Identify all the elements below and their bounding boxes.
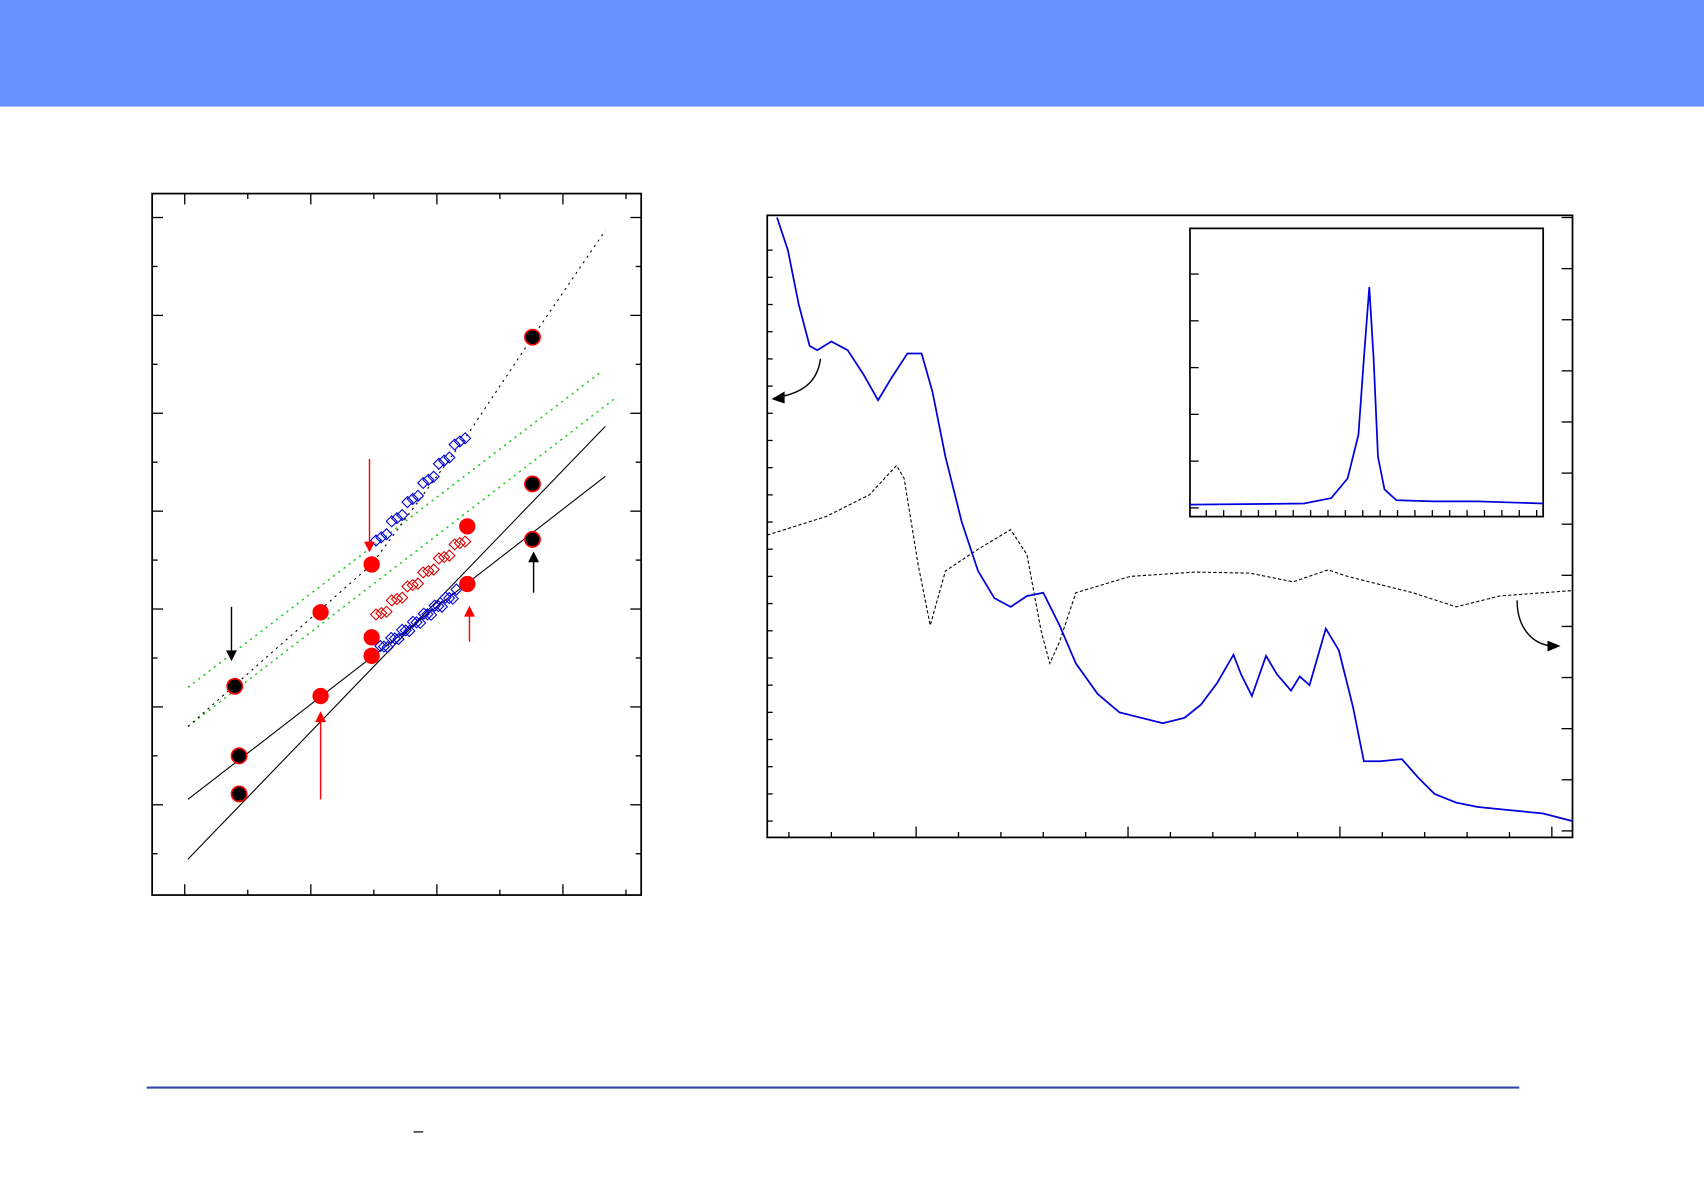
diamond xyxy=(401,580,414,593)
footer-mark: – xyxy=(414,1120,424,1140)
diamond xyxy=(448,538,461,551)
diamond xyxy=(435,600,449,613)
diamond xyxy=(374,639,387,653)
diamond xyxy=(411,489,425,503)
diamond xyxy=(369,534,383,547)
diamond xyxy=(385,631,398,645)
diamond xyxy=(432,552,446,565)
diamond xyxy=(443,451,456,464)
diamond xyxy=(380,528,393,541)
diamond xyxy=(406,578,419,592)
diamond xyxy=(448,438,461,451)
diamond xyxy=(458,535,472,548)
diamond xyxy=(453,536,467,550)
diamond xyxy=(439,591,452,604)
diamond xyxy=(432,457,446,470)
diamond xyxy=(442,591,456,605)
diamond xyxy=(411,577,425,590)
diamond xyxy=(422,564,435,578)
diamond xyxy=(453,435,467,448)
diamond xyxy=(458,432,472,445)
diamond xyxy=(417,607,431,620)
diamond xyxy=(401,495,414,509)
diamond xyxy=(421,608,434,621)
diamond xyxy=(385,515,398,528)
left-plot xyxy=(151,192,643,896)
diamond xyxy=(406,492,419,506)
diamond xyxy=(390,592,404,606)
diamond xyxy=(388,632,402,645)
diamond xyxy=(375,531,388,544)
diamond xyxy=(380,605,393,618)
diamond xyxy=(416,566,430,579)
diamond xyxy=(375,606,388,620)
diamond xyxy=(385,594,398,607)
diamond xyxy=(437,550,451,564)
diamond xyxy=(399,624,412,637)
diamond xyxy=(377,640,391,653)
inset-plot xyxy=(1189,227,1545,518)
diamond xyxy=(395,623,409,637)
diamond xyxy=(427,470,440,483)
diamond xyxy=(416,476,430,490)
diamond xyxy=(396,508,409,522)
diamond xyxy=(427,563,440,576)
diamond xyxy=(424,608,438,622)
diamond xyxy=(443,549,456,562)
diamond xyxy=(428,599,441,612)
diamond xyxy=(410,616,423,629)
diamond xyxy=(369,608,383,621)
diamond xyxy=(392,632,405,646)
diamond xyxy=(446,592,460,605)
diamond xyxy=(422,473,435,487)
right-plot xyxy=(766,214,1574,839)
diamond xyxy=(390,511,404,525)
diamond xyxy=(403,624,416,638)
diamond xyxy=(381,640,394,654)
diamond xyxy=(432,599,445,613)
diamond xyxy=(406,615,420,628)
header-bar xyxy=(0,0,1704,107)
diamond xyxy=(437,454,451,467)
diamond xyxy=(396,591,409,604)
diamond xyxy=(414,616,427,630)
